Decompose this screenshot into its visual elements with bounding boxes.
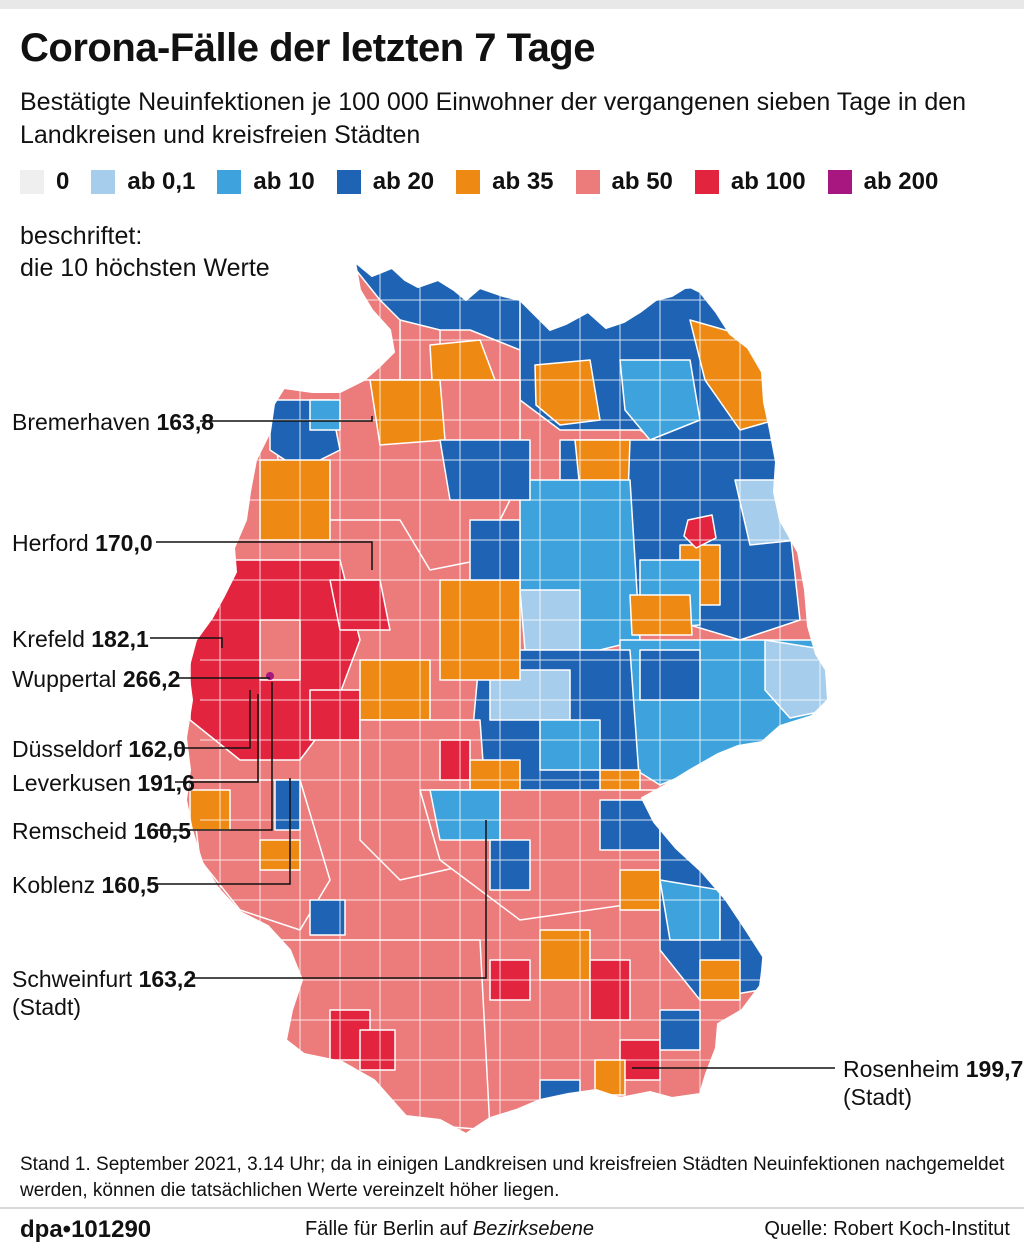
- legend-label: ab 100: [730, 168, 806, 195]
- region-donau: [539, 929, 591, 981]
- legend-item-4: ab 35: [456, 168, 554, 196]
- callout-value: 170,0: [95, 530, 153, 556]
- callout-name: Herford: [12, 530, 89, 556]
- legend-item-2: ab 10: [217, 168, 315, 196]
- legend-item-6: ab 100: [694, 168, 806, 196]
- legend-label: 0: [56, 168, 70, 195]
- region-traunstein: [659, 1009, 701, 1051]
- legend-swatch: [456, 170, 481, 194]
- legend-swatch: [91, 170, 116, 194]
- page-title: Corona-Fälle der letzten 7 Tage: [20, 26, 596, 70]
- germany-map: [184, 259, 830, 1136]
- callout-duesseldorf: Düsseldorf 162,0: [12, 735, 186, 763]
- region-goettingen: [439, 579, 521, 681]
- region-hof: [599, 799, 661, 851]
- callout-value: 163,2: [138, 966, 197, 992]
- callout-name: Bremerhaven: [12, 409, 151, 435]
- region-herford-area: [329, 579, 391, 631]
- legend-swatch: [827, 170, 852, 194]
- legend-label: ab 50: [611, 168, 673, 195]
- region-westerwald: [274, 779, 301, 831]
- note-line-1: beschriftet:: [20, 222, 143, 250]
- legend-item-1: ab 0,1: [91, 168, 195, 196]
- region-cuxhaven: [369, 379, 446, 446]
- callout-name: Koblenz: [12, 872, 96, 898]
- region-muenchen-area: [589, 959, 631, 1021]
- callout-leverkusen: Leverkusen 191,6: [12, 769, 195, 797]
- region-mosel: [259, 839, 301, 871]
- region-cham: [659, 879, 721, 941]
- callout-value: 160,5: [101, 872, 160, 898]
- note-line-2: die 10 höchsten Werte: [20, 254, 270, 282]
- region-bremerhaven-area: [309, 399, 341, 431]
- callout-value: 163,8: [156, 409, 215, 435]
- berlin-note-italic: Bezirksebene: [472, 1218, 595, 1240]
- callout-name: Düsseldorf: [12, 736, 122, 762]
- callout-bremerhaven: Bremerhaven 163,8: [12, 408, 214, 436]
- legend-label: ab 10: [253, 168, 315, 195]
- footer-divider: [0, 1207, 1024, 1209]
- callout-name: Schweinfurt: [12, 966, 133, 992]
- legend-swatch: [694, 170, 719, 194]
- legend-label: ab 20: [372, 168, 435, 195]
- legend-item-5: ab 50: [575, 168, 673, 196]
- legend-item-7: ab 200: [827, 168, 939, 196]
- callout-sub: (Stadt): [843, 1084, 913, 1110]
- legend-item-0: 0: [20, 168, 69, 196]
- callout-value: 162,0: [128, 736, 186, 762]
- legend-swatch: [575, 170, 600, 194]
- callout-name: Leverkusen: [12, 770, 131, 796]
- callout-name: Remscheid: [12, 818, 128, 844]
- wuppertal-marker: [266, 672, 274, 680]
- region-ruhr: [259, 619, 301, 681]
- region-unterfranken: [429, 789, 501, 841]
- region-kassel: [439, 739, 471, 781]
- callout-sub: (Stadt): [12, 994, 82, 1020]
- dpa-brand: dpa•101290: [20, 1216, 152, 1243]
- berlin-note: Fälle für Berlin auf Bezirksebene: [305, 1218, 594, 1241]
- region-wolfsburg: [469, 519, 521, 581]
- legend-label: ab 0,1: [127, 168, 196, 195]
- callout-krefeld: Krefeld 182,1: [12, 625, 149, 653]
- callout-herford: Herford 170,0: [12, 529, 153, 557]
- page-subtitle: Bestätigte Neuinfektionen je 100 000 Ein…: [20, 88, 967, 149]
- callout-name: Wuppertal: [12, 666, 117, 692]
- callout-koblenz: Koblenz 160,5: [12, 871, 159, 899]
- callout-remscheid: Remscheid 160,5: [12, 817, 191, 845]
- legend-swatch: [20, 170, 44, 194]
- region-bw-red-2: [359, 1029, 396, 1071]
- callout-rosenheim: Rosenheim 199,7 (Stadt): [843, 1055, 1023, 1111]
- callout-schweinfurt: Schweinfurt 163,2 (Stadt): [12, 965, 196, 1021]
- legend-label: ab 35: [492, 168, 554, 195]
- legend-label: ab 200: [863, 168, 939, 195]
- region-dessau: [629, 594, 693, 636]
- legend: 0 ab 0,1 ab 10 ab 20 ab 35 ab 50 ab 100 …: [20, 168, 960, 196]
- legend-item-3: ab 20: [336, 168, 435, 196]
- callout-wuppertal: Wuppertal 266,2: [12, 665, 180, 693]
- callout-value: 191,6: [137, 770, 195, 796]
- region-siegen: [309, 689, 361, 741]
- germany-outline: [184, 259, 830, 1136]
- callout-value: 199,7: [965, 1056, 1024, 1082]
- stand-footnote: Stand 1. September 2021, 3.14 Uhr; da in…: [20, 1154, 1005, 1201]
- source-credit: Quelle: Robert Koch-Institut: [764, 1218, 1010, 1240]
- label-note: beschriftet: die 10 höchsten Werte: [20, 220, 270, 284]
- region-schweinfurt-area: [489, 839, 531, 891]
- callout-value: 266,2: [122, 666, 181, 692]
- region-erfurt: [539, 719, 601, 771]
- callout-value: 160,5: [133, 818, 191, 844]
- callout-name: Krefeld: [12, 626, 85, 652]
- region-leipzig: [639, 649, 701, 701]
- legend-swatch: [217, 170, 242, 194]
- legend-swatch: [336, 170, 361, 194]
- top-bar: [0, 0, 1024, 9]
- region-weiden: [619, 869, 661, 911]
- berlin-note-prefix: Fälle für Berlin auf: [305, 1218, 473, 1240]
- callout-name: Rosenheim: [843, 1056, 960, 1082]
- callout-value: 182,1: [91, 626, 149, 652]
- region-garmisch: [539, 1079, 581, 1121]
- region-eifel: [189, 789, 231, 831]
- region-lueneburg-heide: [439, 439, 531, 501]
